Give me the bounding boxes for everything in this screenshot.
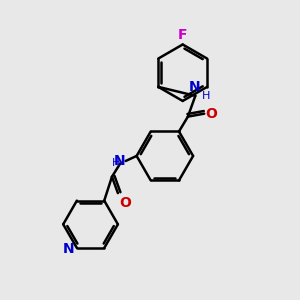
Text: F: F (178, 28, 188, 42)
Text: O: O (206, 107, 218, 121)
Text: H: H (202, 91, 210, 100)
Text: O: O (119, 196, 131, 210)
Text: N: N (114, 154, 126, 168)
Text: H: H (112, 158, 120, 168)
Text: N: N (189, 80, 200, 94)
Text: N: N (62, 242, 74, 256)
